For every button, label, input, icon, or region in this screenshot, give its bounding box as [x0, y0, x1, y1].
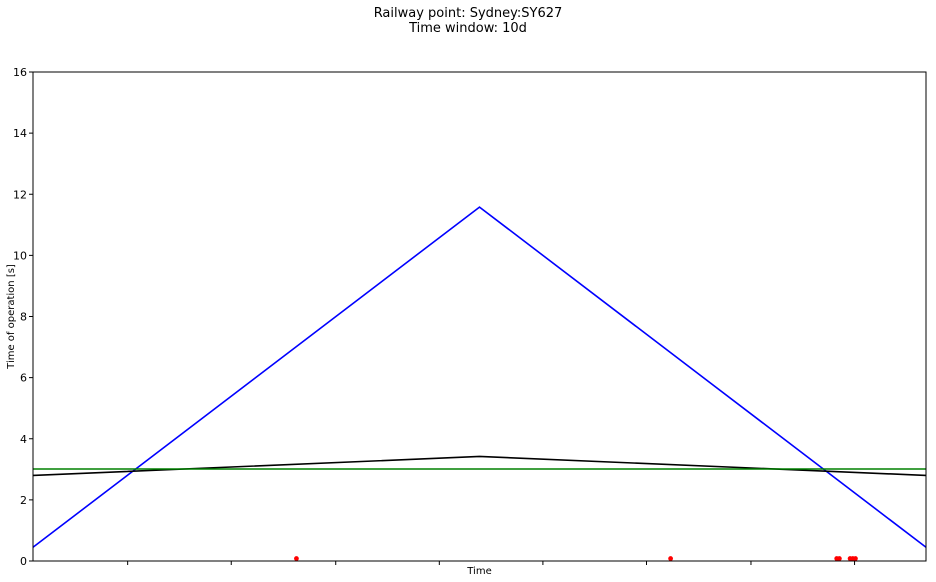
scatter-point	[294, 556, 299, 561]
axes: 0 2 4 6 8 10 12 14 16	[13, 66, 856, 568]
y-tick-label: 6	[20, 372, 27, 385]
y-tick-label: 0	[20, 555, 27, 568]
x-axis-label: Time	[466, 566, 491, 577]
series-line-1	[32, 455, 927, 477]
chart-title: Railway point: Sydney:SY627	[373, 6, 563, 21]
scatter-point	[668, 556, 674, 561]
y-tick-label: 10	[13, 249, 27, 262]
y-tick-label: 4	[20, 433, 27, 446]
y-tick-label: 12	[13, 188, 27, 201]
series-line-0	[32, 206, 927, 548]
scatter-point	[853, 556, 858, 561]
y-tick-label: 2	[20, 494, 27, 507]
chart-subtitle: Time window: 10d	[409, 21, 527, 36]
axes-frame	[32, 71, 927, 562]
scatter-point	[836, 556, 842, 561]
y-tick-label: 14	[13, 127, 27, 140]
plot-area	[32, 206, 927, 561]
y-axis-label: Time of operation [s]	[6, 264, 17, 370]
y-tick-label: 8	[20, 311, 27, 324]
y-tick-label: 16	[13, 66, 27, 79]
